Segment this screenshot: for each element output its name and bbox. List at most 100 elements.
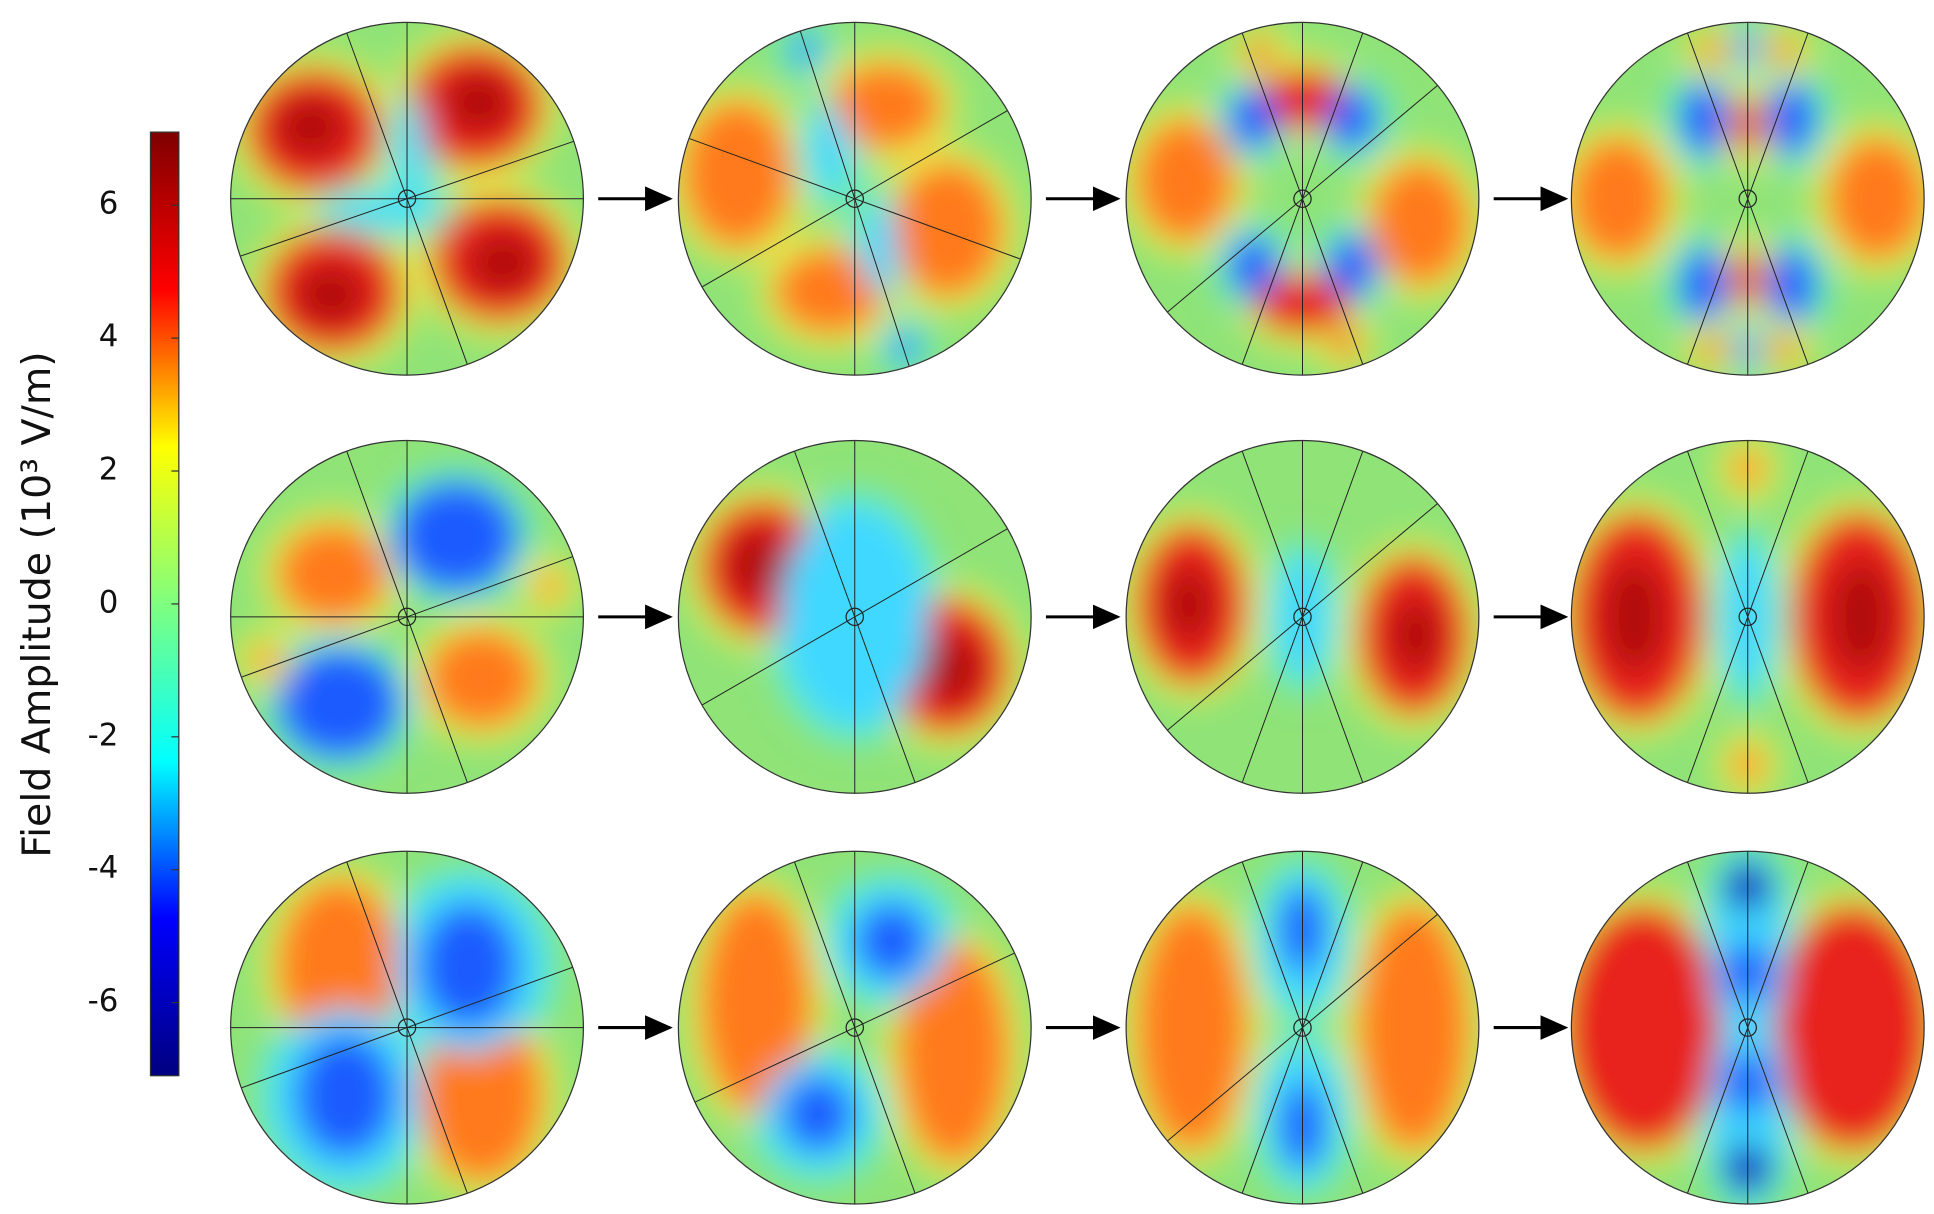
panel-outline (230, 21, 585, 376)
boundary-line (1167, 84, 1438, 313)
boundary-line (1167, 503, 1438, 731)
panel-outline (1570, 439, 1925, 794)
field-blob (727, 530, 790, 600)
colorbar-tick-label: 0 (99, 584, 119, 620)
field-blobs (1571, 851, 1925, 1204)
field-blob (1772, 904, 1925, 1151)
field-blob (860, 204, 898, 292)
field-blob (1164, 567, 1214, 642)
field-blob (1391, 598, 1441, 673)
boundary-line (1686, 32, 1809, 365)
field-blob (252, 645, 278, 675)
field-blob (1135, 904, 1247, 1151)
center-hole (845, 1018, 865, 1037)
center-hole (1293, 607, 1312, 627)
field-blob (276, 97, 346, 157)
center-hole (1738, 607, 1758, 627)
boundary-line (1686, 450, 1809, 783)
field-panel (1571, 22, 1925, 376)
field-blob (857, 904, 927, 979)
field-panel (1571, 851, 1925, 1204)
field-blob (394, 481, 519, 593)
field-blob (1571, 137, 1668, 261)
field-blob (774, 248, 886, 335)
field-panel (678, 440, 1032, 794)
boundary-line (346, 861, 468, 1194)
field-blob (1327, 87, 1377, 150)
field-blob (1698, 38, 1724, 64)
field-blobs (1126, 856, 1479, 1200)
field-panel (230, 22, 584, 376)
colorbar-tick-label: 6 (99, 186, 119, 222)
field-blob (1135, 118, 1235, 242)
colorbar-tick-label: -6 (88, 983, 119, 1019)
field-blob (700, 891, 812, 1114)
field-blobs (1126, 507, 1479, 733)
field-blob (793, 35, 818, 66)
field-blob (400, 100, 426, 199)
boundary-line (346, 450, 468, 783)
field-blob (1698, 336, 1724, 362)
field-blob (1357, 904, 1470, 1151)
center-hole (1293, 1018, 1312, 1037)
field-blob (1766, 81, 1816, 156)
field-blob (1571, 904, 1724, 1151)
field-blobs (235, 463, 579, 776)
center-hole (1738, 1018, 1758, 1037)
field-blob (1679, 81, 1730, 156)
center-hole (1293, 189, 1312, 208)
panel-outline (1125, 850, 1480, 1205)
boundary-line (346, 32, 468, 365)
field-blob (1333, 329, 1358, 360)
panel-outline (1125, 439, 1480, 794)
panel-outline (677, 850, 1032, 1205)
center-hole (397, 1018, 417, 1037)
field-blob (830, 63, 942, 150)
field-blob (536, 571, 562, 601)
field-blob (920, 634, 982, 704)
field-blob (419, 1009, 543, 1182)
center-hole (397, 189, 417, 208)
center-hole (845, 607, 865, 627)
field-blob (1246, 38, 1272, 68)
field-blob (1766, 248, 1816, 323)
field-blobs (683, 868, 1027, 1187)
field-panel (1126, 851, 1479, 1204)
field-blob (1772, 38, 1798, 64)
panel-outline (1570, 21, 1925, 376)
field-blob (277, 524, 389, 624)
panel-outline (677, 439, 1032, 794)
colorbar-tick-label: -2 (88, 717, 119, 753)
field-blob (419, 904, 519, 1028)
field-panel (678, 22, 1032, 376)
field-panel (1126, 440, 1479, 794)
field-blob (296, 265, 366, 325)
field-blob (1827, 137, 1925, 261)
panel-outline (230, 439, 585, 794)
field-blob (1370, 161, 1470, 286)
field-panel (230, 440, 584, 794)
colorbar-tick-label: 4 (99, 319, 119, 355)
colorbar-tick-label: -4 (88, 850, 119, 886)
field-panel (678, 851, 1032, 1204)
field-blob (811, 106, 849, 193)
field-blob (1228, 87, 1278, 150)
field-blob (425, 629, 537, 728)
boundary-line (793, 861, 916, 1194)
boundary-line (1167, 913, 1438, 1142)
boundary-line (1686, 861, 1809, 1194)
field-blob (1327, 235, 1377, 298)
center-hole (397, 607, 417, 627)
field-blob (891, 161, 1003, 298)
field-blob (897, 941, 1009, 1164)
field-blob (277, 647, 401, 759)
panel-outline (230, 850, 585, 1205)
field-blob (326, 198, 438, 224)
center-hole (1738, 189, 1758, 208)
field-blob (444, 72, 514, 133)
colorbar-tick-label: 2 (99, 452, 119, 488)
field-blob (296, 1033, 395, 1158)
field-blob (1603, 561, 1666, 673)
colorbar-label: Field Amplitude (10³ V/m) (14, 351, 60, 857)
